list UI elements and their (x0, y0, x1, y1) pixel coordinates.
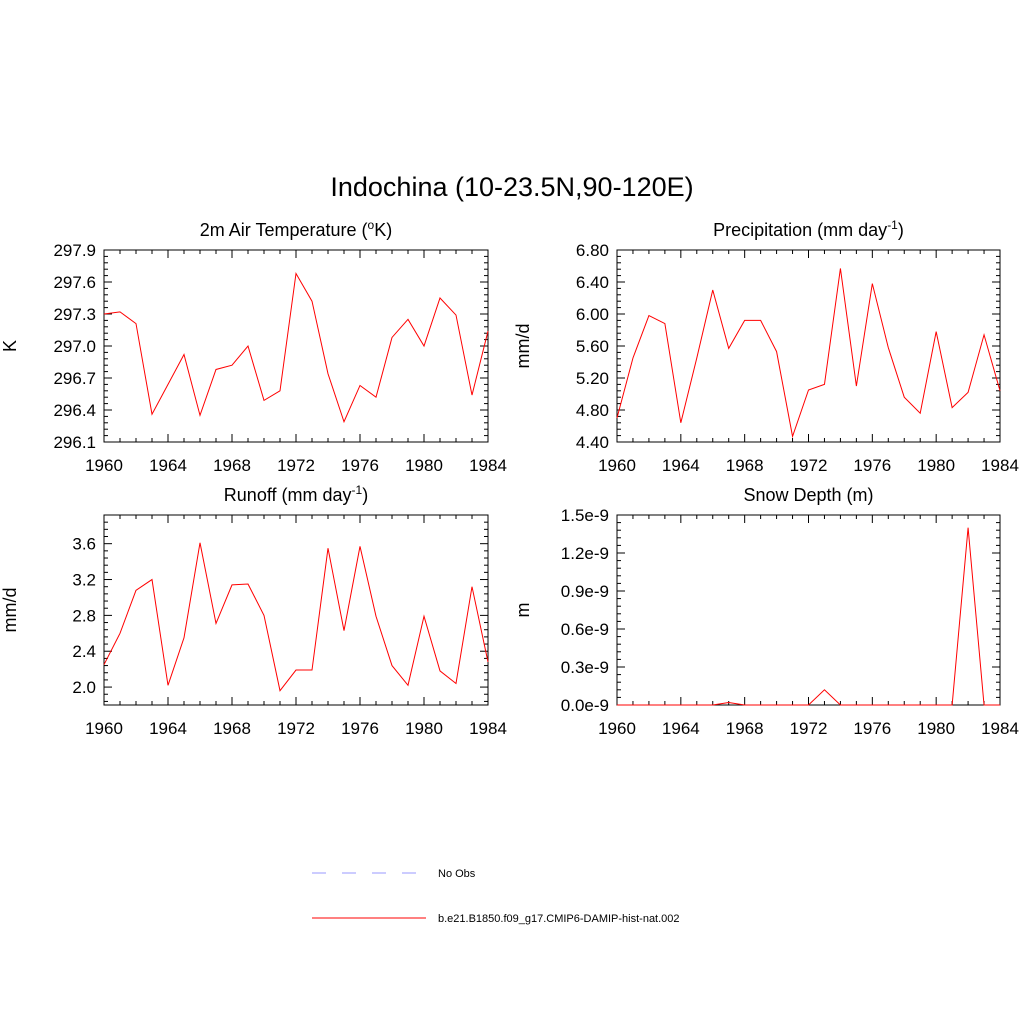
y-tick-label: 2.0 (72, 678, 96, 697)
legend-label-no-obs: No Obs (438, 868, 476, 880)
x-tick-label: 1972 (277, 719, 315, 738)
y-tick-label: 2.4 (72, 642, 96, 661)
x-tick-label: 1984 (981, 456, 1019, 475)
x-tick-label: 1964 (662, 456, 700, 475)
y-tick-label: 0.0e-9 (561, 696, 609, 715)
x-tick-label: 1972 (790, 719, 828, 738)
y-tick-label: 5.20 (576, 369, 609, 388)
x-tick-label: 1960 (598, 719, 636, 738)
x-tick-label: 1976 (853, 456, 891, 475)
y-tick-label: 6.80 (576, 241, 609, 260)
x-tick-label: 1968 (213, 456, 251, 475)
panel-title: Precipitation (mm day-1) (713, 218, 904, 240)
y-tick-label: 6.40 (576, 273, 609, 292)
y-axis-label: mm/d (0, 588, 20, 633)
chart-precipitation: Precipitation (mm day-1) mm/d 1960 1964 1968… (513, 218, 1019, 475)
y-tick-label: 6.00 (576, 305, 609, 324)
chart-snow-depth: Snow Depth (m) m 1960 1964 1968 1972 1976 1980 1… (513, 485, 1019, 738)
chart-runoff: Runoff (mm day-1) mm/d 1960 1964 1968 1972 197… (0, 483, 507, 738)
y-axis-label: K (0, 340, 20, 352)
y-tick-label: 0.6e-9 (561, 620, 609, 639)
y-tick-label: 1.2e-9 (561, 544, 609, 563)
x-tick-label: 1976 (341, 456, 379, 475)
x-tick-label: 1960 (85, 719, 123, 738)
legend: No Obs b.e21.B1850.f09_g17.CMIP6-DAMIP-h… (312, 868, 680, 925)
series-line (103, 271, 489, 424)
x-tick-label: 1968 (213, 719, 251, 738)
legend-label-model: b.e21.B1850.f09_g17.CMIP6-DAMIP-hist-nat… (438, 913, 680, 925)
x-tick-label: 1964 (149, 456, 187, 475)
y-tick-label: 296.4 (53, 401, 96, 420)
y-tick-label: 1.5e-9 (561, 506, 609, 525)
series-line (616, 268, 1001, 439)
y-axis-label: mm/d (513, 324, 533, 369)
x-tick-label: 1984 (469, 456, 507, 475)
plot-frame (103, 514, 489, 706)
plot-frame (103, 249, 489, 443)
y-tick-label: 296.7 (53, 369, 96, 388)
x-tick-label: 1980 (405, 719, 443, 738)
y-tick-label: 297.9 (53, 241, 96, 260)
x-tick-label: 1980 (405, 456, 443, 475)
x-tick-label: 1976 (853, 719, 891, 738)
main-title: Indochina (10-23.5N,90-120E) (330, 172, 693, 202)
y-tick-label: 4.40 (576, 433, 609, 452)
y-tick-label: 297.6 (53, 273, 96, 292)
chart-panels: 2m Air Temperature (oK) K 1960 1964 1968 1972… (0, 218, 1019, 738)
x-tick-label: 1976 (341, 719, 379, 738)
panel-title: Runoff (mm day-1) (224, 483, 368, 505)
x-tick-label: 1980 (917, 719, 955, 738)
x-tick-label: 1964 (149, 719, 187, 738)
panel-title: Snow Depth (m) (743, 485, 873, 505)
x-tick-label: 1984 (469, 719, 507, 738)
y-tick-label: 4.80 (576, 401, 609, 420)
x-tick-label: 1972 (277, 456, 315, 475)
y-tick-label: 0.9e-9 (561, 582, 609, 601)
x-tick-label: 1984 (981, 719, 1019, 738)
y-tick-label: 296.1 (53, 433, 96, 452)
x-tick-label: 1980 (917, 456, 955, 475)
y-tick-label: 5.60 (576, 337, 609, 356)
x-tick-label: 1968 (726, 456, 764, 475)
y-axis-label: m (513, 603, 533, 618)
x-tick-label: 1964 (662, 719, 700, 738)
series-line (103, 542, 489, 692)
y-tick-label: 2.8 (72, 606, 96, 625)
y-tick-label: 297.0 (53, 337, 96, 356)
x-tick-label: 1960 (598, 456, 636, 475)
x-tick-label: 1968 (726, 719, 764, 738)
y-tick-label: 0.3e-9 (561, 658, 609, 677)
series-line (617, 527, 1000, 706)
x-tick-label: 1960 (85, 456, 123, 475)
x-tick-label: 1972 (790, 456, 828, 475)
plot-frame (616, 249, 1001, 443)
y-tick-label: 297.3 (53, 305, 96, 324)
plot-frame (616, 514, 1001, 706)
y-tick-label: 3.6 (72, 535, 96, 554)
panel-title: 2m Air Temperature (oK) (200, 218, 392, 240)
chart-air-temperature: 2m Air Temperature (oK) K 1960 1964 1968 1972… (0, 218, 507, 475)
y-tick-label: 3.2 (72, 571, 96, 590)
